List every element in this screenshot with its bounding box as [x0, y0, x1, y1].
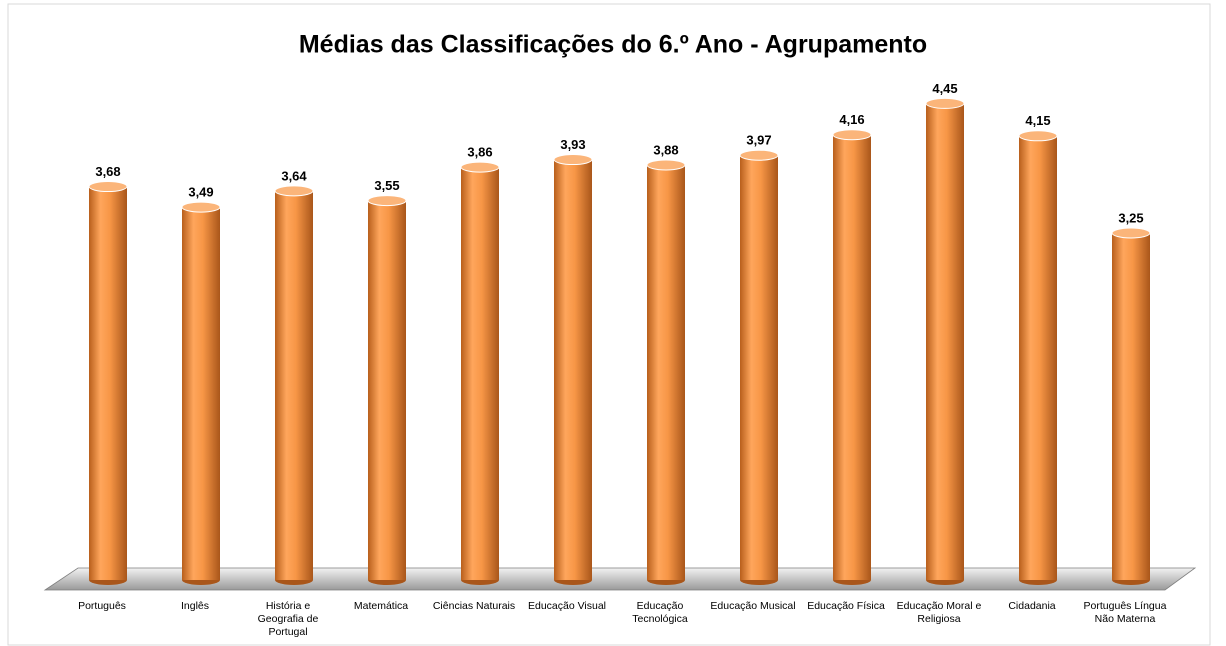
- value-label: 3,88: [653, 142, 678, 157]
- bar: [1019, 135, 1057, 581]
- bar-top: [1018, 130, 1058, 142]
- value-label: 3,93: [560, 137, 585, 152]
- x-tick-label: Matemática: [353, 600, 409, 612]
- bar: [554, 159, 592, 580]
- x-tick-label: Português Língua Não Materna: [1083, 600, 1167, 625]
- x-tick-label: Cidadania: [1008, 600, 1056, 612]
- x-tick-label: Educação Visual: [527, 600, 607, 612]
- x-tick-label: História e Geografia de Portugal: [257, 600, 319, 638]
- bar-top: [553, 154, 593, 166]
- x-tick-label: Inglês: [180, 600, 210, 612]
- bar-top: [832, 129, 872, 141]
- x-tick-label: Educação Moral e Religiosa: [896, 600, 982, 625]
- x-tick-label: Ciências Naturais: [432, 600, 516, 612]
- bar-top: [181, 201, 221, 213]
- value-label: 3,68: [95, 164, 120, 179]
- bar: [275, 190, 313, 580]
- bar: [740, 155, 778, 581]
- x-tick-label: Educação Tecnológica: [632, 600, 688, 625]
- bar: [926, 103, 964, 581]
- bar-top: [367, 195, 407, 207]
- value-label: 3,49: [188, 185, 213, 200]
- bar: [368, 200, 406, 580]
- value-label: 3,97: [746, 133, 771, 148]
- bar: [1112, 233, 1150, 580]
- value-label: 4,45: [932, 81, 957, 96]
- value-label: 3,55: [374, 178, 399, 193]
- bar-top: [274, 185, 314, 197]
- bar-top: [460, 161, 500, 173]
- x-tick-label: Português: [78, 600, 126, 612]
- bar-top: [88, 181, 128, 193]
- value-label: 4,15: [1025, 113, 1050, 128]
- bar-top: [925, 97, 965, 109]
- floor: [43, 567, 1197, 591]
- bar: [461, 167, 499, 580]
- value-label: 3,25: [1118, 210, 1143, 225]
- bar: [89, 186, 127, 580]
- bar: [182, 207, 220, 580]
- bar-top: [646, 159, 686, 171]
- x-tick-label: Educação Musical: [710, 600, 796, 612]
- value-label: 4,16: [839, 112, 864, 127]
- bar: [833, 134, 871, 580]
- bar-top: [1111, 227, 1151, 239]
- chart-title: Médias das Classificações do 6.º Ano - A…: [299, 31, 927, 59]
- bar-top: [739, 149, 779, 161]
- x-tick-label: Educação Física: [807, 600, 885, 612]
- bar: [647, 164, 685, 580]
- value-label: 3,64: [281, 168, 307, 183]
- value-label: 3,86: [467, 145, 492, 160]
